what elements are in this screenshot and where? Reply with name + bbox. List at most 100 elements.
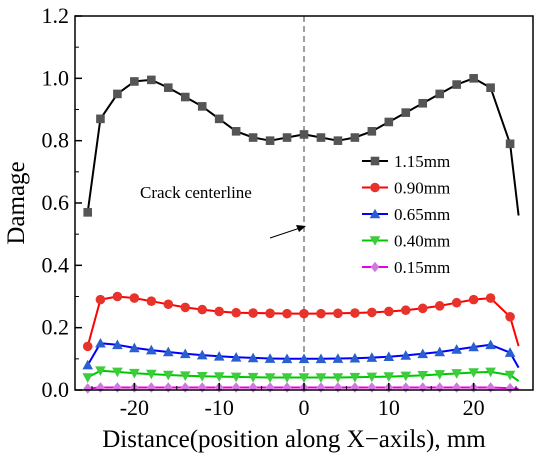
data-point xyxy=(95,337,106,348)
data-point xyxy=(505,311,515,322)
data-point xyxy=(299,130,309,139)
data-point xyxy=(367,307,377,318)
data-point xyxy=(231,382,241,393)
legend-item: 0.65mm xyxy=(362,205,450,224)
legend-item: 0.90mm xyxy=(362,179,450,198)
data-point xyxy=(213,351,225,361)
data-point xyxy=(248,133,258,142)
data-point xyxy=(350,382,360,393)
data-point xyxy=(468,341,479,352)
data-point xyxy=(180,382,190,393)
data-point xyxy=(315,373,327,383)
data-point xyxy=(333,308,343,319)
legend-label: 0.65mm xyxy=(394,205,450,224)
data-point xyxy=(146,296,157,306)
data-point xyxy=(315,353,327,364)
legend-label: 1.15mm xyxy=(394,152,450,171)
data-point xyxy=(384,306,394,317)
data-point xyxy=(179,348,191,359)
y-axis-ticks: 0.0 0.2 0.4 0.6 0.8 1.0 1.2 xyxy=(42,3,82,402)
y-axis-label: Damage xyxy=(3,161,30,244)
data-point xyxy=(384,117,394,127)
data-point xyxy=(162,370,174,381)
data-point xyxy=(333,382,343,393)
data-point xyxy=(435,89,445,99)
data-point xyxy=(180,302,191,313)
data-point xyxy=(113,89,122,99)
data-point xyxy=(83,383,93,394)
data-point xyxy=(316,133,326,142)
data-point xyxy=(298,353,310,364)
data-point xyxy=(281,373,293,383)
x-tick-label: 20 xyxy=(463,395,485,420)
data-point xyxy=(230,351,242,362)
data-point xyxy=(367,382,377,393)
data-point xyxy=(230,372,242,383)
data-point xyxy=(400,371,412,382)
legend-marker xyxy=(370,182,380,193)
x-axis-ticks: -20 -10 0 10 20 xyxy=(91,383,517,420)
data-point xyxy=(213,372,225,382)
data-point xyxy=(366,372,378,383)
legend: 1.15mm 0.90mm 0.65mm 0.40mm 0.15mm xyxy=(362,152,450,277)
data-point xyxy=(486,382,495,393)
plot-frame xyxy=(74,15,534,391)
data-point xyxy=(197,102,207,111)
data-point xyxy=(451,297,462,308)
data-point xyxy=(299,308,309,319)
data-point xyxy=(248,308,258,318)
data-point xyxy=(350,133,360,142)
data-point xyxy=(418,382,428,393)
data-point xyxy=(82,373,94,383)
data-point xyxy=(265,308,275,319)
annotation-arrow-shaft xyxy=(269,227,301,239)
data-point xyxy=(265,382,275,393)
data-point xyxy=(197,382,207,393)
data-point xyxy=(96,114,105,124)
data-point xyxy=(265,136,275,145)
data-point xyxy=(468,368,479,378)
data-point xyxy=(264,353,276,363)
y-tick-label: 0.0 xyxy=(42,377,70,402)
data-point xyxy=(451,369,462,379)
data-point xyxy=(162,346,174,357)
data-point xyxy=(282,382,292,393)
data-point xyxy=(282,308,292,319)
series-1.15mm xyxy=(83,74,520,217)
data-point xyxy=(333,136,343,145)
x-tick-label: -10 xyxy=(205,395,234,420)
data-point xyxy=(434,301,445,311)
x-tick-label: 0 xyxy=(299,395,310,420)
x-tick-label: -20 xyxy=(120,395,149,420)
annotation-group: Crack centerline xyxy=(140,183,306,239)
data-point xyxy=(196,349,208,360)
data-point xyxy=(129,293,140,303)
data-point xyxy=(383,372,395,382)
data-point xyxy=(452,382,461,393)
data-point xyxy=(451,344,462,354)
series-0.65mm xyxy=(82,337,520,370)
data-point xyxy=(130,77,139,86)
legend-item: 0.15mm xyxy=(362,258,450,277)
data-point xyxy=(95,366,106,376)
data-point xyxy=(95,294,106,305)
data-point xyxy=(231,307,241,318)
data-point xyxy=(417,371,429,381)
data-point xyxy=(112,339,123,350)
data-point xyxy=(383,351,395,361)
legend-marker xyxy=(369,208,381,219)
data-point xyxy=(350,308,360,318)
data-point xyxy=(485,367,496,378)
data-point xyxy=(316,308,326,319)
data-point xyxy=(163,83,173,92)
series-group xyxy=(82,74,520,394)
data-point xyxy=(367,127,377,136)
data-point xyxy=(434,370,446,380)
data-point xyxy=(418,98,428,108)
data-point xyxy=(147,382,156,393)
legend-label: 0.15mm xyxy=(394,258,450,277)
data-point xyxy=(82,359,94,370)
data-point xyxy=(349,372,361,383)
x-axis-label: Distance(position along X−axils), mm xyxy=(102,426,486,453)
